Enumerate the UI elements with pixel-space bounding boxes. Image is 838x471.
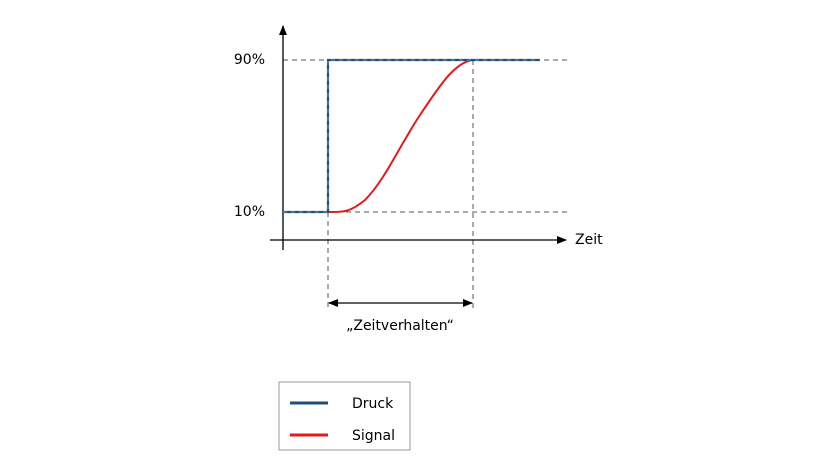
guides (283, 59, 570, 308)
legend-label: Signal (352, 428, 395, 444)
pressure-curve (283, 58, 540, 214)
x-axis-label: Zeit (575, 232, 603, 248)
y-label: 10% (234, 204, 265, 220)
annotation: „Zeitverhalten“ (346, 318, 454, 334)
y-label: 90% (234, 52, 265, 68)
signal-curve (327, 59, 474, 213)
pressure-dash (283, 59, 540, 213)
legend-box (278, 381, 411, 451)
legend-label: Druck (352, 396, 394, 412)
